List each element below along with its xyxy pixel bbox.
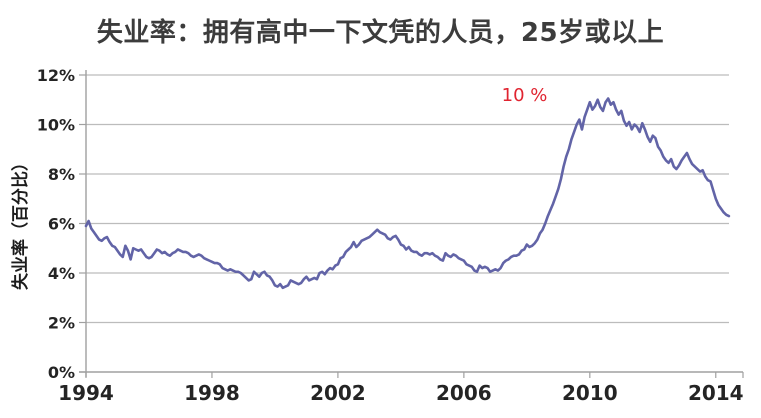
x-tick-label: 1994: [58, 381, 114, 405]
y-tick-label: 12%: [37, 66, 75, 85]
unemployment-line-series: [84, 97, 731, 290]
y-tick-label: 8%: [48, 165, 75, 184]
y-tick-label: 4%: [48, 264, 75, 283]
y-tick-label: 10%: [37, 116, 75, 135]
y-tick-label: 2%: [48, 314, 75, 333]
y-tick-label: 6%: [48, 215, 75, 234]
x-tick-label: 1998: [184, 381, 240, 405]
x-tick-label: 2010: [562, 381, 618, 405]
x-tick-label: 2014: [688, 381, 744, 405]
x-tick-label: 2002: [310, 381, 366, 405]
peak-annotation: 10 %: [501, 85, 548, 107]
y-tick-label: 0%: [48, 363, 75, 382]
x-tick-label: 2006: [436, 381, 492, 405]
chart-title: 失业率：拥有高中一下文凭的人员，25岁或以上: [96, 18, 665, 48]
